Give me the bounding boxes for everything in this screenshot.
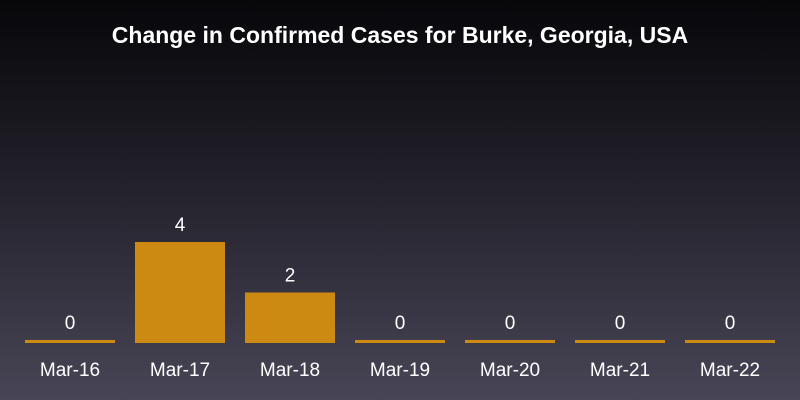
bar-mar-19 (355, 340, 445, 343)
x-tick-label-mar-21: Mar-21 (590, 360, 650, 381)
bars-group (25, 242, 775, 343)
value-label-mar-18: 2 (285, 266, 296, 287)
bar-mar-21 (575, 340, 665, 343)
x-tick-label-mar-19: Mar-19 (370, 360, 430, 381)
x-tick-labels-group: Mar-16 Mar-17 Mar-18 Mar-19 Mar-20 Mar-21 Mar-… (40, 360, 760, 381)
value-label-mar-17: 4 (175, 215, 186, 236)
x-tick-label-mar-16: Mar-16 (40, 360, 100, 381)
bar-mar-20 (465, 340, 555, 343)
bar-mar-18 (245, 292, 335, 343)
bar-mar-22 (685, 340, 775, 343)
value-label-mar-22: 0 (725, 313, 736, 334)
value-label-mar-21: 0 (615, 313, 626, 334)
x-tick-label-mar-22: Mar-22 (700, 360, 760, 381)
x-tick-label-mar-18: Mar-18 (260, 360, 320, 381)
value-label-mar-19: 0 (395, 313, 406, 334)
x-tick-label-mar-17: Mar-17 (150, 360, 210, 381)
value-label-mar-20: 0 (505, 313, 516, 334)
value-labels-group: 0 4 2 0 0 0 0 (65, 215, 736, 334)
chart-title: Change in Confirmed Cases for Burke, Geo… (112, 22, 688, 48)
x-tick-label-mar-20: Mar-20 (480, 360, 540, 381)
bar-mar-17 (135, 242, 225, 343)
bar-mar-16 (25, 340, 115, 343)
value-label-mar-16: 0 (65, 313, 76, 334)
